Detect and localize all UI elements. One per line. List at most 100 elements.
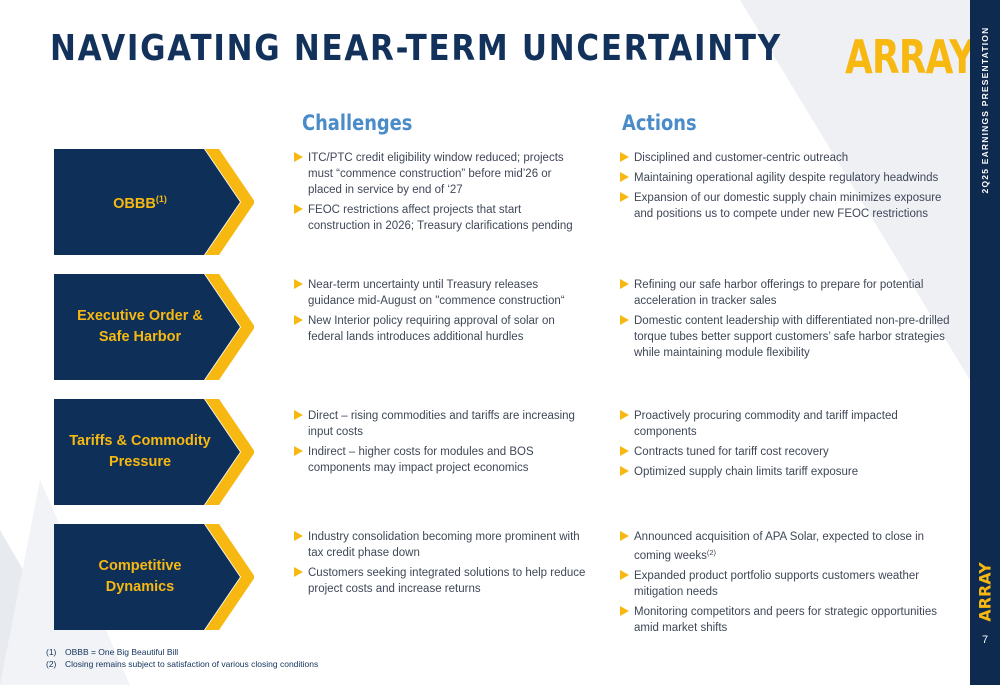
challenge-item: New Interior policy requiring approval o… bbox=[294, 313, 586, 345]
action-item: Refining our safe harbor offerings to pr… bbox=[620, 277, 960, 309]
action-item: Maintaining operational agility despite … bbox=[620, 170, 960, 186]
action-item: Disciplined and customer-centric outreac… bbox=[620, 150, 960, 166]
challenge-item: Customers seeking integrated solutions t… bbox=[294, 565, 586, 597]
row-label-text: OBBB(1) bbox=[54, 149, 226, 255]
row-label-box: Tariffs & Commodity Pressure bbox=[54, 399, 254, 505]
row-label-line: Dynamics bbox=[105, 579, 175, 595]
triangle-bullet-icon bbox=[620, 315, 629, 325]
action-text: Refining our safe harbor offerings to pr… bbox=[634, 279, 924, 307]
action-list: Proactively procuring commodity and tari… bbox=[620, 408, 960, 484]
triangle-bullet-icon bbox=[294, 446, 303, 456]
triangle-bullet-icon bbox=[294, 567, 303, 577]
sidebar-logo: ARRAY bbox=[975, 562, 995, 622]
page-title: NAVIGATING NEAR-TERM UNCERTAINTY bbox=[50, 28, 782, 69]
action-item: Domestic content leadership with differe… bbox=[620, 313, 960, 361]
action-list: Disciplined and customer-centric outreac… bbox=[620, 150, 960, 226]
challenge-item: Near-term uncertainty until Treasury rel… bbox=[294, 277, 586, 309]
action-item: Optimized supply chain limits tariff exp… bbox=[620, 464, 960, 480]
action-item: Expanded product portfolio supports cust… bbox=[620, 568, 960, 600]
footnote-text: OBBB = One Big Beautiful Bill bbox=[65, 647, 179, 657]
action-list: Announced acquisition of APA Solar, expe… bbox=[620, 529, 960, 640]
row-label-box: Executive Order & Safe Harbor bbox=[54, 274, 254, 380]
challenge-text: Industry consolidation becoming more pro… bbox=[308, 531, 580, 559]
challenge-text: Direct – rising commodities and tariffs … bbox=[308, 410, 575, 438]
challenge-list: Direct – rising commodities and tariffs … bbox=[294, 408, 586, 480]
chevron-arrow-icon bbox=[54, 274, 254, 380]
footnote-number: (1) bbox=[46, 647, 57, 657]
action-item: Announced acquisition of APA Solar, expe… bbox=[620, 529, 960, 564]
chevron-arrow-icon bbox=[54, 149, 254, 255]
action-text: Optimized supply chain limits tariff exp… bbox=[634, 466, 859, 478]
footnote-line: (2) Closing remains subject to satisfacti… bbox=[46, 658, 318, 670]
action-text: Maintaining operational agility despite … bbox=[634, 172, 939, 184]
row-label-text: Executive Order & Safe Harbor bbox=[54, 274, 226, 380]
triangle-bullet-icon bbox=[294, 279, 303, 289]
challenge-list: ITC/PTC credit eligibility window reduce… bbox=[294, 150, 586, 238]
triangle-bullet-icon bbox=[620, 172, 629, 182]
challenge-list: Industry consolidation becoming more pro… bbox=[294, 529, 586, 601]
page-number: 7 bbox=[981, 634, 989, 646]
footnote-text: Closing remains subject to satisfaction … bbox=[65, 659, 319, 669]
row-label-box: OBBB(1) bbox=[54, 149, 254, 255]
row-label-line: Tariffs & Commodity bbox=[69, 433, 211, 449]
row-label-text: Competitive Dynamics bbox=[54, 524, 226, 630]
array-logo: ARRAY bbox=[845, 30, 975, 84]
footnotes: (1) OBBB = One Big Beautiful Bill (2) Closi… bbox=[46, 646, 318, 670]
action-item: Monitoring competitors and peers for str… bbox=[620, 604, 960, 636]
triangle-bullet-icon bbox=[294, 204, 303, 214]
footnote-ref: (2) bbox=[706, 548, 717, 557]
action-text: Proactively procuring commodity and tari… bbox=[634, 410, 898, 438]
triangle-bullet-icon bbox=[294, 410, 303, 420]
action-item: Proactively procuring commodity and tari… bbox=[620, 408, 960, 440]
triangle-bullet-icon bbox=[620, 531, 629, 541]
presentation-caption: 2Q25 EARNINGS PRESENTATION bbox=[980, 26, 990, 194]
row-label-line: OBBB bbox=[113, 196, 156, 212]
triangle-bullet-icon bbox=[620, 152, 629, 162]
challenges-heading: Challenges bbox=[302, 111, 413, 135]
action-text: Domestic content leadership with differe… bbox=[634, 315, 950, 359]
action-text: Expanded product portfolio supports cust… bbox=[634, 570, 920, 598]
row-label-line: Safe Harbor bbox=[98, 329, 182, 345]
challenge-text: Indirect – higher costs for modules and … bbox=[308, 446, 534, 474]
triangle-bullet-icon bbox=[620, 192, 629, 202]
triangle-bullet-icon bbox=[620, 606, 629, 616]
triangle-bullet-icon bbox=[620, 279, 629, 289]
right-sidebar bbox=[970, 0, 1000, 685]
triangle-bullet-icon bbox=[620, 410, 629, 420]
footnote-ref: (1) bbox=[155, 194, 167, 204]
challenge-item: Indirect – higher costs for modules and … bbox=[294, 444, 586, 476]
action-list: Refining our safe harbor offerings to pr… bbox=[620, 277, 960, 365]
action-text: Contracts tuned for tariff cost recovery bbox=[634, 446, 829, 458]
challenge-item: Industry consolidation becoming more pro… bbox=[294, 529, 586, 561]
row-label-line: Executive Order & bbox=[77, 308, 203, 324]
chevron-arrow-icon bbox=[54, 524, 254, 630]
action-item: Expansion of our domestic supply chain m… bbox=[620, 190, 960, 222]
challenge-text: FEOC restrictions affect projects that s… bbox=[308, 204, 573, 232]
row-label-line: Competitive bbox=[98, 558, 182, 574]
triangle-bullet-icon bbox=[294, 315, 303, 325]
challenge-text: New Interior policy requiring approval o… bbox=[308, 315, 555, 343]
triangle-bullet-icon bbox=[620, 446, 629, 456]
chevron-arrow-icon bbox=[54, 399, 254, 505]
action-text: Monitoring competitors and peers for str… bbox=[634, 606, 937, 634]
footnote-line: (1) OBBB = One Big Beautiful Bill bbox=[46, 646, 318, 658]
challenge-item: Direct – rising commodities and tariffs … bbox=[294, 408, 586, 440]
row-label-box: Competitive Dynamics bbox=[54, 524, 254, 630]
triangle-bullet-icon bbox=[620, 570, 629, 580]
action-item: Contracts tuned for tariff cost recovery bbox=[620, 444, 960, 460]
challenge-item: ITC/PTC credit eligibility window reduce… bbox=[294, 150, 586, 198]
row-label-line: Pressure bbox=[108, 454, 172, 470]
challenge-text: Customers seeking integrated solutions t… bbox=[308, 567, 586, 595]
triangle-bullet-icon bbox=[294, 152, 303, 162]
action-text: Announced acquisition of APA Solar, expe… bbox=[634, 531, 925, 562]
challenge-text: Near-term uncertainty until Treasury rel… bbox=[308, 279, 565, 307]
challenge-item: FEOC restrictions affect projects that s… bbox=[294, 202, 586, 234]
action-text: Expansion of our domestic supply chain m… bbox=[634, 192, 942, 220]
challenge-list: Near-term uncertainty until Treasury rel… bbox=[294, 277, 586, 349]
footnote-number: (2) bbox=[46, 659, 57, 669]
challenge-text: ITC/PTC credit eligibility window reduce… bbox=[308, 152, 564, 196]
actions-heading: Actions bbox=[622, 111, 697, 135]
triangle-bullet-icon bbox=[294, 531, 303, 541]
triangle-bullet-icon bbox=[620, 466, 629, 476]
